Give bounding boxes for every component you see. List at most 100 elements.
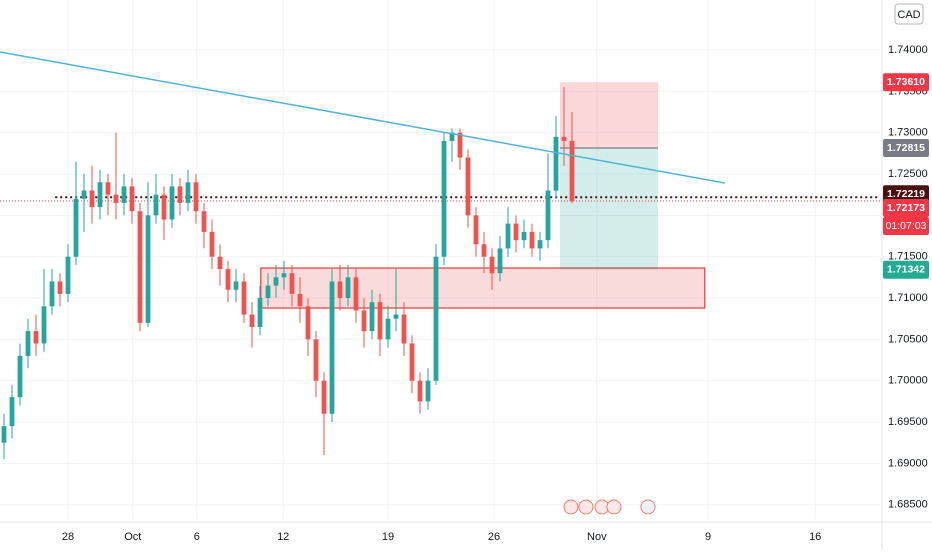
price-badge-label: 1.72815 [887, 142, 925, 154]
y-tick-label: 1.74000 [888, 44, 928, 56]
price-badge-label: 1.73610 [887, 76, 925, 88]
candle-body [369, 302, 375, 332]
candle-body [521, 231, 527, 241]
candle-body [473, 215, 479, 245]
candle-body [569, 140, 575, 202]
y-tick-label: 1.69500 [888, 416, 928, 428]
candle-body [201, 211, 207, 232]
x-tick-label: 12 [277, 531, 289, 543]
candle-body [17, 355, 23, 398]
candle-body [177, 186, 183, 203]
candle-body [537, 240, 543, 249]
candle-body [529, 231, 535, 249]
candle-body [321, 380, 327, 414]
price-badge [883, 185, 929, 204]
currency-badge[interactable] [894, 3, 924, 25]
price-badge-label: 1.71342 [887, 264, 925, 276]
candle-body [273, 277, 279, 286]
y-tick-label: 1.68500 [888, 499, 928, 511]
candle-body [225, 269, 231, 290]
candle-body [449, 132, 455, 141]
candle-body [249, 314, 255, 327]
candle-body [89, 190, 95, 208]
y-tick-label: 1.73000 [888, 127, 928, 139]
candle-body [241, 281, 247, 315]
candle-body [289, 273, 295, 294]
x-tick-label: 19 [382, 531, 394, 543]
price-badge [883, 73, 929, 92]
candle-body [377, 302, 383, 340]
x-tick-label: 16 [809, 531, 821, 543]
candle-body [433, 256, 439, 381]
candle-body [553, 136, 559, 191]
candle-body [57, 281, 63, 294]
candle-body [129, 186, 135, 212]
candle-body [209, 231, 215, 257]
candle-body [33, 331, 39, 344]
candle-body [489, 256, 495, 274]
y-tick-label: 1.70000 [888, 375, 928, 387]
candle-body [185, 182, 191, 203]
trendline [0, 51, 725, 184]
price-badge-label: 1.72219 [887, 188, 925, 200]
candle-body [49, 281, 55, 307]
candle-body [257, 298, 263, 327]
y-tick-label: 1.72500 [888, 168, 928, 180]
candle-body [105, 182, 111, 195]
candle-body [217, 256, 223, 270]
plot [0, 0, 880, 520]
target-zone [560, 147, 658, 270]
candle-body [417, 380, 423, 402]
candle-body [561, 136, 567, 141]
candle-body [25, 331, 31, 356]
events [563, 499, 656, 515]
candle-body [497, 248, 503, 274]
price-badge [883, 138, 929, 157]
candle-body [345, 277, 351, 299]
x-tick-label: Oct [124, 531, 141, 543]
candle-body [193, 182, 199, 212]
price-badge [883, 260, 929, 279]
y-tick-label: 1.69000 [888, 457, 928, 469]
candle-body [305, 306, 311, 340]
candle-body [481, 244, 487, 257]
candle-body [169, 186, 175, 220]
candle-body [41, 306, 47, 344]
y-tick-label: 1.71000 [888, 292, 928, 304]
candle-body [393, 314, 399, 319]
candle-body [425, 380, 431, 402]
candle-body [161, 194, 167, 220]
candle-body [337, 281, 343, 299]
candle-body [73, 198, 79, 257]
y-tick-label: 1.70500 [888, 333, 928, 345]
x-tick-label: Nov [587, 531, 607, 543]
x-tick-label: 6 [194, 531, 200, 543]
candle-body [513, 223, 519, 241]
candle-body [465, 157, 471, 216]
candle-body [361, 310, 367, 332]
candle-body [353, 277, 359, 311]
candle-body [281, 273, 287, 278]
candle-body [457, 132, 463, 158]
candle-body [9, 397, 15, 427]
zone [260, 267, 706, 309]
currency-label: CAD [897, 9, 920, 21]
candle-body [409, 343, 415, 381]
candle-body [265, 285, 271, 299]
candle-body [97, 182, 103, 208]
y-tick-label: 1.71500 [888, 251, 928, 263]
x-tick-label: 28 [62, 531, 74, 543]
candle-body [545, 190, 551, 241]
x-tick-label: 26 [488, 531, 500, 543]
candle-body [401, 314, 407, 344]
candle-body [113, 194, 119, 203]
price-badge [883, 199, 929, 218]
stop-zone [560, 82, 658, 148]
candle-body [121, 186, 127, 203]
candle-body [505, 223, 511, 249]
candle-body [81, 190, 87, 199]
candle-body [65, 256, 71, 294]
countdown-label: 01:07:03 [886, 220, 927, 232]
